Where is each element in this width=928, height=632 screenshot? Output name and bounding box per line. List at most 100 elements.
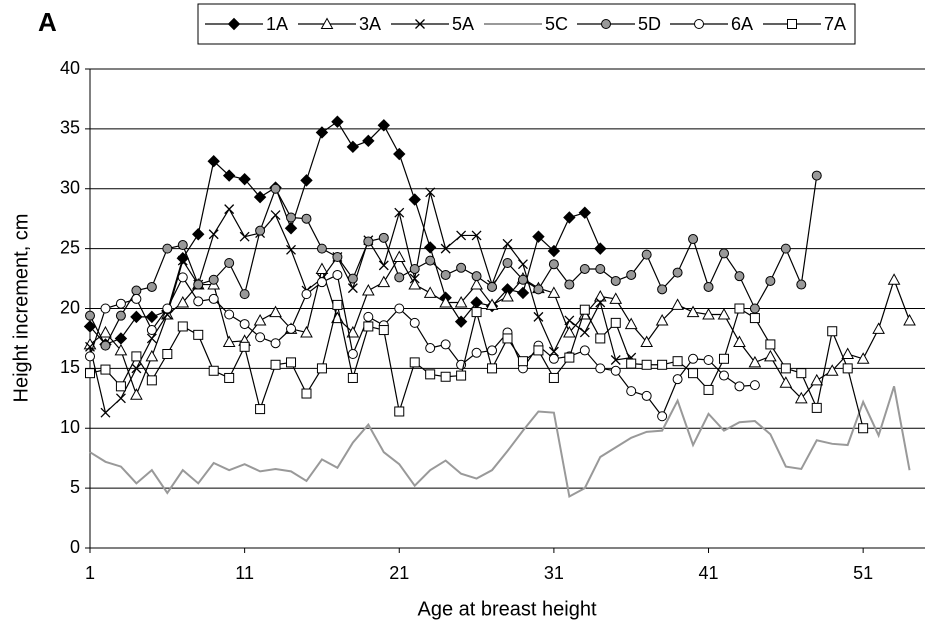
marker bbox=[315, 126, 329, 139]
marker bbox=[787, 19, 797, 29]
marker bbox=[270, 338, 281, 349]
marker bbox=[641, 359, 652, 370]
marker bbox=[502, 257, 513, 268]
marker bbox=[672, 267, 683, 278]
series-line bbox=[89, 304, 864, 429]
marker bbox=[393, 147, 406, 161]
marker bbox=[347, 372, 358, 383]
marker bbox=[115, 381, 126, 392]
marker bbox=[176, 295, 190, 308]
y-tick-label: 35 bbox=[60, 118, 80, 138]
marker bbox=[595, 333, 606, 344]
legend-label: 3A bbox=[359, 14, 381, 34]
legend-label: 5D bbox=[638, 14, 661, 34]
marker bbox=[703, 281, 714, 292]
marker bbox=[548, 372, 559, 383]
marker bbox=[286, 357, 297, 368]
x-tick-label: 31 bbox=[544, 563, 564, 583]
marker bbox=[564, 352, 575, 363]
x-tick-label: 11 bbox=[235, 563, 254, 583]
marker bbox=[224, 372, 235, 383]
marker bbox=[610, 317, 621, 328]
marker bbox=[222, 169, 236, 182]
legend-label: 5C bbox=[545, 14, 568, 34]
marker bbox=[856, 352, 870, 364]
marker bbox=[810, 373, 824, 386]
marker bbox=[548, 353, 559, 364]
marker bbox=[626, 269, 637, 280]
marker bbox=[208, 293, 219, 304]
marker bbox=[377, 275, 391, 288]
marker bbox=[440, 371, 451, 382]
marker bbox=[238, 172, 251, 186]
marker bbox=[255, 332, 266, 343]
marker bbox=[332, 252, 343, 263]
marker bbox=[425, 255, 436, 266]
marker bbox=[485, 298, 499, 310]
marker bbox=[841, 347, 855, 360]
marker bbox=[208, 229, 219, 240]
marker bbox=[794, 391, 808, 404]
marker bbox=[579, 304, 590, 315]
y-tick-label: 40 bbox=[60, 58, 80, 78]
marker bbox=[579, 345, 590, 356]
marker bbox=[748, 355, 762, 368]
marker bbox=[593, 289, 607, 302]
marker bbox=[394, 303, 405, 314]
marker bbox=[533, 311, 544, 322]
marker bbox=[270, 210, 281, 221]
marker bbox=[471, 271, 482, 282]
marker bbox=[641, 390, 652, 401]
marker bbox=[765, 275, 776, 286]
marker bbox=[470, 278, 483, 290]
marker bbox=[601, 19, 611, 29]
legend-label: 1A bbox=[266, 14, 288, 34]
marker bbox=[532, 230, 545, 243]
marker bbox=[208, 365, 219, 376]
marker bbox=[145, 349, 159, 362]
marker bbox=[100, 340, 111, 351]
marker bbox=[547, 244, 561, 258]
marker bbox=[471, 307, 482, 318]
marker bbox=[346, 140, 360, 154]
y-axis-label: Height increment, cm bbox=[10, 214, 32, 403]
marker bbox=[734, 381, 745, 392]
marker bbox=[300, 325, 313, 338]
marker bbox=[734, 303, 745, 314]
marker bbox=[487, 281, 498, 292]
marker bbox=[409, 357, 420, 368]
marker bbox=[347, 283, 358, 294]
marker bbox=[115, 393, 126, 404]
marker bbox=[594, 242, 607, 255]
marker bbox=[224, 257, 235, 268]
marker bbox=[114, 332, 128, 345]
marker bbox=[162, 243, 173, 254]
marker bbox=[517, 356, 528, 367]
marker bbox=[718, 248, 729, 259]
marker bbox=[672, 356, 683, 367]
marker bbox=[270, 359, 281, 370]
marker bbox=[779, 376, 793, 388]
y-tick-label: 5 bbox=[70, 477, 80, 497]
y-tick-label: 10 bbox=[60, 417, 80, 437]
marker bbox=[718, 353, 729, 364]
marker bbox=[780, 363, 791, 374]
marker bbox=[363, 236, 374, 247]
marker bbox=[610, 275, 621, 286]
marker bbox=[749, 380, 760, 391]
marker bbox=[564, 279, 575, 290]
marker bbox=[425, 343, 436, 354]
marker bbox=[502, 238, 513, 249]
marker bbox=[688, 234, 699, 245]
marker bbox=[177, 321, 188, 332]
marker bbox=[765, 339, 776, 350]
marker bbox=[471, 230, 482, 241]
y-tick-label: 0 bbox=[70, 537, 80, 557]
marker bbox=[409, 263, 420, 274]
series-line bbox=[89, 274, 755, 418]
marker bbox=[564, 315, 575, 326]
marker bbox=[114, 343, 128, 356]
legend-label: 7A bbox=[824, 14, 846, 34]
marker bbox=[100, 407, 111, 418]
marker bbox=[903, 313, 916, 326]
